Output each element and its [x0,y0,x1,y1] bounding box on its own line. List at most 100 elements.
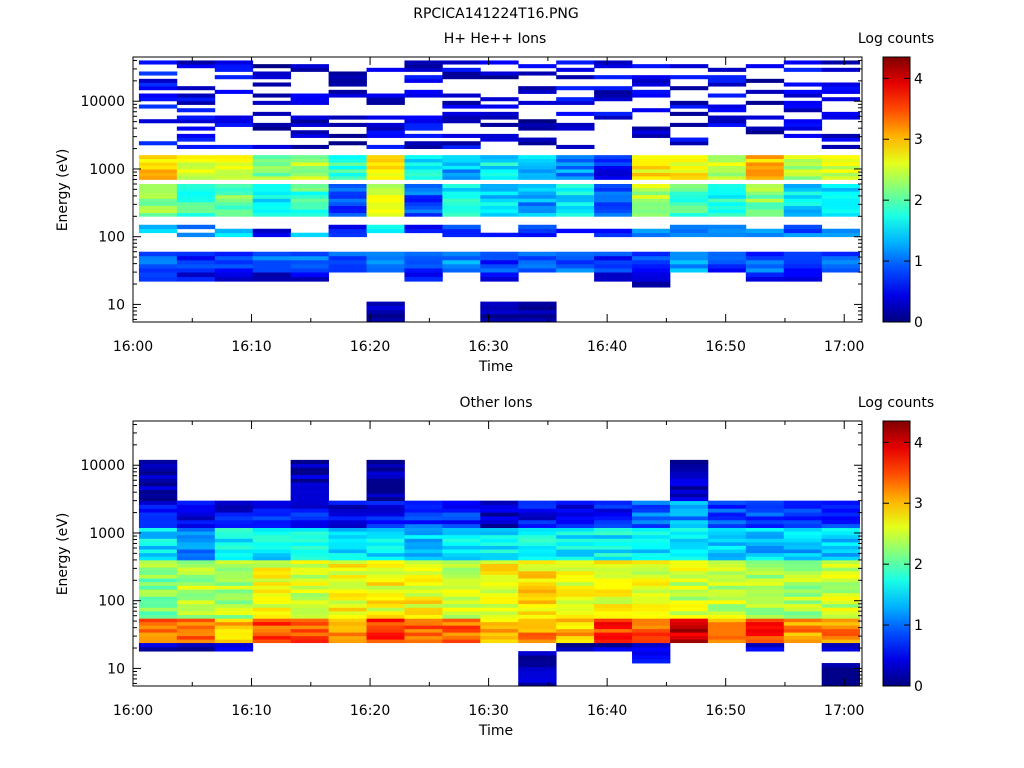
spectrogram-cell [442,263,481,269]
spectrogram-cell [138,259,178,265]
spectrogram-cell [404,538,443,543]
colorbar-tick-label: 3 [914,496,923,512]
spectrogram-cell [480,75,519,80]
spectrogram-cell [518,621,557,626]
spectrogram-cell [290,625,329,630]
spectrogram-cell [632,500,671,505]
spectrogram-cell [214,574,254,579]
spectrogram-cell [669,104,709,109]
spectrogram-cell [821,589,861,594]
spectrogram-cell [518,71,557,76]
spectrogram-cell [290,556,329,561]
spectrogram-cell [669,75,709,80]
spectrogram-cell [214,581,254,586]
spectrogram-cell [480,596,519,601]
spectrogram-cell [669,589,709,594]
spectrogram-cell [556,556,595,561]
x-tick-label: 16:10 [231,339,271,355]
spectrogram-cell [669,201,709,206]
spectrogram-cell [442,162,481,166]
spectrogram-cell [783,272,823,278]
spectrogram-cell [632,541,671,546]
spectrogram-cell [328,232,367,238]
spectrogram-cell [214,89,254,94]
spectrogram-cell [252,570,292,575]
spectrogram-cell [442,592,481,597]
spectrogram-cell [480,589,519,594]
spectrogram-cell [328,534,367,539]
spectrogram-cell [821,512,861,517]
spectrogram-cell [442,100,481,105]
spectrogram-cell [632,508,671,513]
spectrogram-cell [176,93,216,98]
spectrogram-cell [480,309,519,315]
spectrogram-cell [518,183,557,188]
spectrogram-cell [404,563,443,568]
spectrogram-cell [176,516,216,521]
spectrogram-cell [556,646,595,652]
spectrogram-cell [556,228,595,234]
spectrogram-cell [821,559,861,564]
spectrogram-cell [214,614,254,619]
spectrogram-cell [480,585,519,590]
spectrogram-cell [518,228,557,234]
spectrogram-cell [783,100,823,105]
spectrogram-cell [252,592,292,597]
spectrogram-cell [328,209,367,214]
spectrogram-cell [442,523,481,528]
spectrogram-cell [821,519,861,525]
spectrogram-cell [783,607,823,612]
spectrogram-cell [138,201,178,206]
spectrogram-cell [707,574,747,579]
spectrogram-cell [252,162,292,166]
spectrogram-cell [632,570,671,575]
spectrogram-cell [594,272,633,278]
spectrogram-cell [290,482,329,487]
spectrogram-cell [594,556,633,561]
spectrogram-cell [366,155,405,160]
spectrogram-cell [669,541,709,546]
spectrogram-cell [366,610,405,616]
spectrogram-cell [594,255,633,261]
spectrogram-cell [214,646,254,652]
spectrogram-cell [745,500,785,505]
spectrogram-cell [138,541,178,546]
spectrogram-cell [442,212,481,217]
spectrogram-cell [669,625,709,630]
spectrogram-cell [176,268,216,273]
spectrogram-cell [632,284,671,288]
spectrogram-cell [669,508,709,513]
spectrogram-cell [214,272,254,278]
spectrogram-cell [707,596,747,601]
spectrogram-cell [290,545,329,550]
spectrogram-cell [290,589,329,594]
colorbar-tick-label: 1 [914,254,923,270]
spectrogram-cell [404,276,443,282]
spectrogram-cell [821,625,861,630]
spectrogram-cell [404,534,443,539]
spectrogram-cell [821,201,861,206]
spectrogram-cell [745,175,785,180]
spectrogram-cell [290,596,329,601]
spectrogram-cell [442,191,481,196]
spectrogram-cell [290,559,329,564]
plot-frame [132,420,863,687]
spectrogram-cell [442,165,481,170]
spectrogram-cell [138,559,178,564]
spectrogram-cell [176,596,216,601]
spectrogram-cell [821,144,861,149]
spectrogram-cell [556,500,595,505]
spectrogram-cell [632,155,671,160]
spectrogram-cell [214,158,254,163]
spectrogram-cell [366,317,405,323]
spectrogram-cell [442,508,481,513]
spectrogram-cell [669,489,709,494]
spectrogram-cell [252,191,292,196]
spectrogram-cell [404,201,443,206]
spectrogram-cell [518,504,557,509]
spectrogram-cell [404,628,443,633]
spectrogram-cell [556,162,595,166]
spectrogram-cell [518,191,557,196]
spectrogram-cell [669,592,709,597]
spectrogram-cell [442,603,481,608]
